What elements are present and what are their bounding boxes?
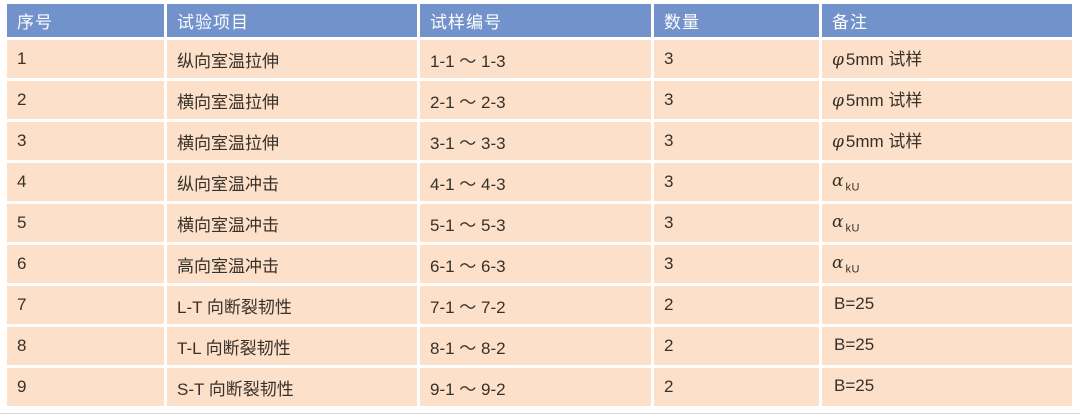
cell-sample: 3-1 ～ 3-3 <box>420 122 651 160</box>
cell-remark: α kU <box>822 163 1072 201</box>
remark-symbol: φ <box>832 50 844 71</box>
cell-sample: 7-1 ～ 7-2 <box>420 286 651 324</box>
cell-remark: α kU <box>822 204 1072 242</box>
cell-no: 8 <box>7 327 164 365</box>
cell-remark: α kU <box>822 245 1072 283</box>
cell-item: 纵向室温冲击 <box>167 163 417 201</box>
cell-qty: 3 <box>654 204 819 242</box>
remark-symbol: α <box>832 252 844 273</box>
cell-sample: 4-1 ～ 4-3 <box>420 163 651 201</box>
cell-remark: φ 5mm 试样 <box>822 40 1072 78</box>
cell-item: S-T 向断裂韧性 <box>167 368 417 406</box>
bottom-edge-divider <box>0 413 1080 414</box>
remark-symbol: φ <box>832 132 844 153</box>
remark-text: 5mm 试样 <box>845 132 923 152</box>
cell-item: L-T 向断裂韧性 <box>167 286 417 324</box>
cell-qty: 3 <box>654 163 819 201</box>
cell-no: 9 <box>7 368 164 406</box>
remark-text: B=25 <box>834 334 875 354</box>
remark-symbol: α <box>832 211 844 232</box>
cell-remark: B=25 <box>822 327 1072 365</box>
cell-sample: 9-1 ～ 9-2 <box>420 368 651 406</box>
cell-sample: 2-1 ～ 2-3 <box>420 81 651 119</box>
table-row: 2 横向室温拉伸 2-1 ～ 2-3 3 φ 5mm 试样 <box>7 81 1072 119</box>
cell-qty: 2 <box>654 327 819 365</box>
cell-qty: 2 <box>654 368 819 406</box>
test-plan-table: 序号 试验项目 试样编号 数量 备注 1 纵向室温拉伸 1-1 ～ 1-3 3 … <box>4 1 1075 409</box>
col-header-qty: 数量 <box>654 4 819 37</box>
cell-no: 6 <box>7 245 164 283</box>
cell-qty: 3 <box>654 40 819 78</box>
cell-no: 4 <box>7 163 164 201</box>
table-row: 8 T-L 向断裂韧性 8-1 ～ 8-2 2 B=25 <box>7 327 1072 365</box>
cell-item: 横向室温冲击 <box>167 204 417 242</box>
remark-symbol: α <box>832 170 844 191</box>
cell-remark: B=25 <box>822 286 1072 324</box>
cell-item: 纵向室温拉伸 <box>167 40 417 78</box>
cell-sample: 5-1 ～ 5-3 <box>420 204 651 242</box>
remark-text: B=25 <box>834 293 875 313</box>
remark-text: 5mm 试样 <box>845 91 923 111</box>
cell-no: 3 <box>7 122 164 160</box>
cell-remark: φ 5mm 试样 <box>822 122 1072 160</box>
table-row: 7 L-T 向断裂韧性 7-1 ～ 7-2 2 B=25 <box>7 286 1072 324</box>
cell-item: T-L 向断裂韧性 <box>167 327 417 365</box>
cell-no: 1 <box>7 40 164 78</box>
cell-item: 横向室温拉伸 <box>167 81 417 119</box>
remark-symbol: φ <box>832 91 844 112</box>
col-header-sample: 试样编号 <box>420 4 651 37</box>
cell-item: 横向室温拉伸 <box>167 122 417 160</box>
remark-text: 5mm 试样 <box>845 50 923 70</box>
cell-item: 高向室温冲击 <box>167 245 417 283</box>
col-header-item: 试验项目 <box>167 4 417 37</box>
cell-qty: 3 <box>654 81 819 119</box>
cell-remark: φ 5mm 试样 <box>822 81 1072 119</box>
table-row: 9 S-T 向断裂韧性 9-1 ～ 9-2 2 B=25 <box>7 368 1072 406</box>
cell-no: 2 <box>7 81 164 119</box>
cell-sample: 1-1 ～ 1-3 <box>420 40 651 78</box>
cell-sample: 6-1 ～ 6-3 <box>420 245 651 283</box>
col-header-no: 序号 <box>7 4 164 37</box>
table-row: 1 纵向室温拉伸 1-1 ～ 1-3 3 φ 5mm 试样 <box>7 40 1072 78</box>
table-row: 6 高向室温冲击 6-1 ～ 6-3 3 α kU <box>7 245 1072 283</box>
cell-no: 7 <box>7 286 164 324</box>
cell-qty: 3 <box>654 245 819 283</box>
remark-subscript: kU <box>845 181 860 194</box>
header-row: 序号 试验项目 试样编号 数量 备注 <box>7 4 1072 37</box>
remark-subscript: kU <box>845 263 860 276</box>
table-row: 3 横向室温拉伸 3-1 ～ 3-3 3 φ 5mm 试样 <box>7 122 1072 160</box>
table-row: 5 横向室温冲击 5-1 ～ 5-3 3 α kU <box>7 204 1072 242</box>
cell-remark: B=25 <box>822 368 1072 406</box>
col-header-remark: 备注 <box>822 4 1072 37</box>
table-row: 4 纵向室温冲击 4-1 ～ 4-3 3 α kU <box>7 163 1072 201</box>
cell-qty: 3 <box>654 122 819 160</box>
cell-sample: 8-1 ～ 8-2 <box>420 327 651 365</box>
remark-text: B=25 <box>834 375 875 395</box>
cell-qty: 2 <box>654 286 819 324</box>
remark-subscript: kU <box>845 222 860 235</box>
cell-no: 5 <box>7 204 164 242</box>
